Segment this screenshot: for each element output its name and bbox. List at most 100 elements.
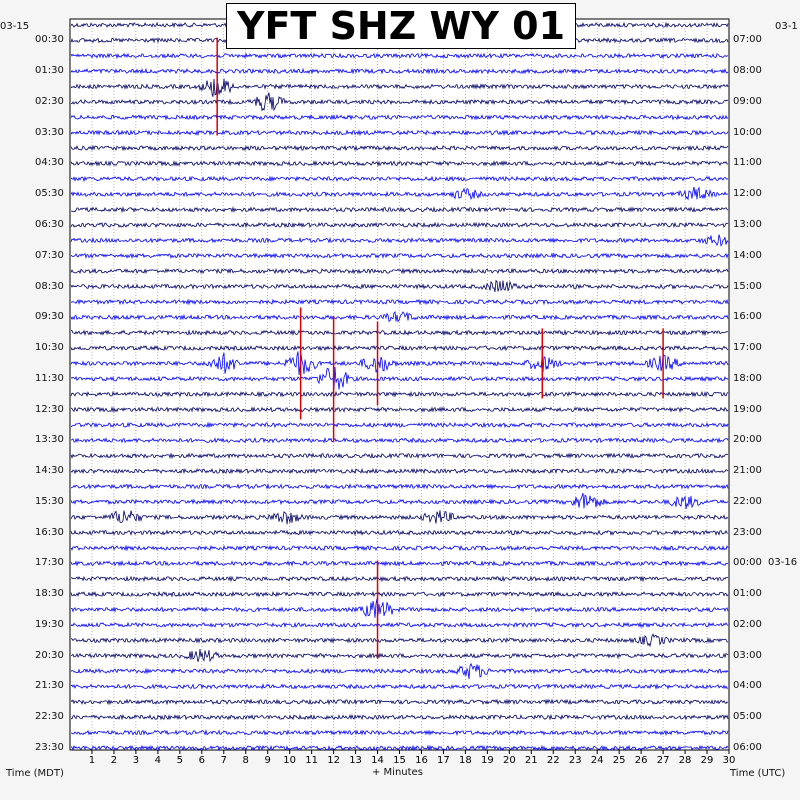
trace-line	[70, 52, 729, 60]
trace-line	[70, 560, 729, 567]
left-tick-label: 03:30	[35, 126, 64, 138]
trace-line	[70, 544, 729, 552]
trace-line	[70, 351, 729, 375]
x-tick-label: 10	[283, 755, 297, 766]
chart-title: YFT SHZ WY 01	[226, 3, 576, 49]
date-right-mid: 03-16	[768, 557, 798, 569]
x-tick-label: 18	[459, 755, 472, 766]
right-tick-label: 18:00	[733, 372, 762, 384]
left-tick-label: 22:30	[35, 711, 64, 723]
trace-line	[70, 621, 729, 629]
right-tick-label: 22:00	[733, 495, 762, 507]
trace-line	[70, 633, 729, 648]
trace-line	[70, 406, 729, 413]
trace-line	[70, 729, 729, 737]
trace-line	[70, 144, 729, 152]
left-tick-label: 08:30	[35, 280, 64, 292]
x-tick-label: 2	[110, 755, 118, 766]
left-tick-label: 21:30	[35, 680, 64, 692]
left-tick-label: 10:30	[35, 342, 64, 354]
trace-line	[70, 510, 729, 525]
right-tick-label: 06:00	[733, 742, 762, 753]
x-tick-label: 16	[415, 755, 428, 766]
date-left: 03-15	[0, 21, 30, 32]
x-tick-label: 11	[305, 755, 318, 766]
right-axis-label: Time (UTC)	[730, 768, 786, 779]
trace-line	[70, 252, 729, 260]
right-tick-label: 21:00	[733, 465, 762, 477]
trace-line	[70, 234, 729, 247]
trace-line	[70, 482, 729, 490]
trace-line	[70, 713, 729, 721]
trace-line	[70, 662, 729, 680]
left-tick-label: 02:30	[35, 95, 64, 107]
right-tick-label: 05:00	[733, 711, 762, 723]
left-tick-label: 00:30	[35, 34, 64, 46]
left-tick-label: 01:30	[35, 65, 64, 77]
trace-line	[71, 329, 729, 337]
trace-line	[70, 492, 729, 509]
left-tick-label: 19:30	[35, 618, 64, 630]
trace-line	[70, 129, 729, 137]
x-tick-label: 20	[502, 755, 516, 766]
trace-line	[70, 590, 729, 598]
left-tick-label: 12:30	[35, 403, 64, 415]
right-tick-label: 19:00	[733, 403, 762, 415]
x-tick-label: 28	[678, 755, 692, 766]
x-tick-label: 19	[480, 755, 494, 766]
x-tick-label: 9	[264, 755, 271, 766]
right-tick-label: 16:00	[733, 311, 762, 323]
left-tick-label: 16:30	[35, 526, 64, 538]
left-tick-label: 20:30	[35, 649, 64, 661]
x-tick-label: 26	[634, 755, 648, 766]
x-tick-label: 21	[524, 755, 538, 766]
x-axis-label: + Minutes	[372, 767, 423, 778]
x-tick-label: 25	[612, 755, 626, 766]
date-right-top: 03-1	[775, 21, 798, 32]
left-tick-label: 13:30	[35, 434, 64, 446]
right-tick-label: 15:00	[733, 280, 762, 292]
trace-line	[70, 310, 729, 323]
x-tick-label: 13	[349, 755, 362, 766]
left-tick-label: 07:30	[35, 249, 64, 261]
x-tick-label: 30	[722, 755, 736, 766]
trace-line	[70, 390, 729, 398]
trace-line	[70, 366, 729, 390]
x-tick-label: 5	[176, 755, 184, 766]
x-tick-label: 4	[154, 755, 162, 766]
left-tick-label: 11:30	[35, 372, 64, 384]
right-tick-label: 13:00	[733, 218, 762, 230]
trace-line	[70, 160, 729, 167]
trace-line	[70, 452, 729, 460]
x-tick-label: 6	[198, 755, 205, 766]
right-tick-label: 02:00	[733, 618, 762, 630]
trace-line	[70, 529, 729, 537]
trace-line	[70, 467, 729, 475]
x-tick-label: 8	[242, 755, 249, 766]
right-tick-label: 17:00	[733, 342, 762, 354]
left-tick-label: 17:30	[35, 557, 64, 569]
right-tick-label: 12:00	[733, 188, 762, 200]
right-tick-label: 10:00	[733, 126, 762, 138]
left-tick-label: 15:30	[35, 495, 64, 507]
x-tick-label: 3	[132, 755, 140, 766]
left-tick-label: 04:30	[35, 157, 64, 169]
trace-line	[70, 298, 729, 306]
right-tick-label: 07:00	[733, 34, 762, 46]
right-tick-label: 20:00	[733, 434, 762, 446]
right-tick-label: 08:00	[733, 65, 762, 77]
left-tick-label: 14:30	[35, 465, 64, 477]
x-tick-label: 17	[437, 755, 450, 766]
x-tick-label: 12	[327, 755, 340, 766]
right-tick-label: 14:00	[733, 249, 762, 261]
x-tick-label: 7	[220, 755, 227, 766]
trace-line	[70, 598, 729, 618]
right-tick-label: 11:00	[733, 157, 762, 169]
x-tick-label: 27	[656, 755, 670, 766]
right-tick-label: 09:00	[733, 95, 762, 107]
left-tick-label: 06:30	[35, 218, 64, 230]
trace-line	[70, 78, 729, 97]
trace-line	[71, 92, 729, 112]
left-axis-label: Time (MDT)	[6, 768, 64, 779]
